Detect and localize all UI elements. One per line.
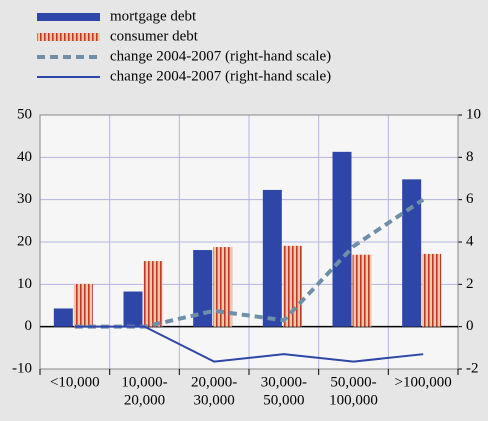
x-tick-label: <10,000 [50,374,100,390]
legend-label: change 2004-2007 (right-hand scale) [110,48,331,64]
y2-tick-label: 0 [466,318,474,334]
y-tick-label: 0 [25,318,33,334]
y2-tick-label: 10 [466,106,481,122]
y2-tick-label: 2 [466,276,474,292]
bar [402,179,422,327]
y-tick-label: 40 [17,149,32,165]
bar [73,283,93,327]
x-tick-label: 50,000- [330,374,376,390]
bar [143,261,163,327]
y-tick-label: 30 [17,191,32,207]
x-tick-label: 30,000- [261,374,307,390]
x-tick-label: 10,000- [121,374,167,390]
x-tick-label: 100,000 [329,392,378,408]
bar [193,250,213,327]
y-tick-label: 20 [17,233,32,249]
bar [332,151,352,327]
line [74,325,424,363]
bar [262,189,282,327]
legend-label: mortgage debt [110,8,197,24]
bar [213,247,233,327]
y2-tick-label: -2 [466,360,479,376]
legend-label: change 2004-2007 (right-hand scale) [110,68,331,84]
bar [422,253,442,327]
y-tick-label: 10 [17,276,32,292]
y2-tick-label: 8 [466,149,474,165]
y2-tick-label: 4 [466,233,474,249]
legend-swatch [37,13,100,21]
x-tick-label: 50,000 [263,392,304,408]
x-tick-label: 20,000 [124,392,165,408]
y2-tick-label: 6 [466,191,474,207]
bar [282,245,302,327]
y-tick-label: 50 [17,106,32,122]
x-tick-label: 30,000 [194,392,235,408]
legend-label: consumer debt [110,28,199,44]
bar [123,291,143,327]
legend-swatch [37,33,100,41]
bar [53,308,73,327]
x-tick-label: 20,000- [191,374,237,390]
x-tick-label: >100,000 [395,374,452,390]
bar [352,254,372,327]
y-tick-label: -10 [12,360,32,376]
